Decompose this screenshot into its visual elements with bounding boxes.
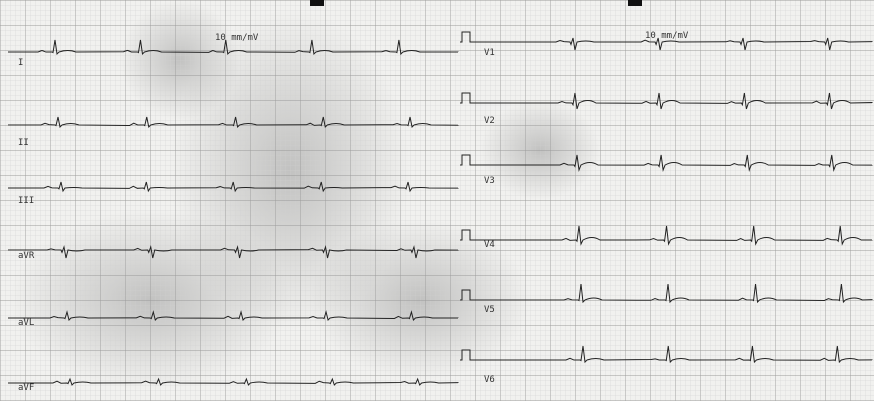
lead-label: V5: [484, 305, 495, 315]
lead-label: V2: [484, 116, 495, 126]
lead-label: V6: [484, 375, 495, 385]
ecg-strip: 10 mm/mV 10 mm/mV IIIIIIaVRaVLaVFV1V2V3V…: [0, 0, 874, 401]
page: 10 mm/mV 10 mm/mV IIIIIIaVRaVLaVFV1V2V3V…: [0, 0, 874, 401]
lead-label: I: [18, 58, 23, 68]
lead-label: V1: [484, 48, 495, 58]
lead-label: III: [18, 196, 34, 206]
lead-label: aVL: [18, 318, 34, 328]
marker: [628, 0, 642, 6]
lead-label: II: [18, 138, 29, 148]
marker: [310, 0, 324, 6]
lead-label: aVF: [18, 383, 34, 393]
lead-label: aVR: [18, 251, 35, 261]
calibration-label: 10 mm/mV: [645, 31, 689, 41]
lead-label: V3: [484, 176, 495, 186]
calibration-label: 10 mm/mV: [215, 33, 259, 43]
lead-label: V4: [484, 240, 495, 250]
grid: [0, 0, 874, 401]
